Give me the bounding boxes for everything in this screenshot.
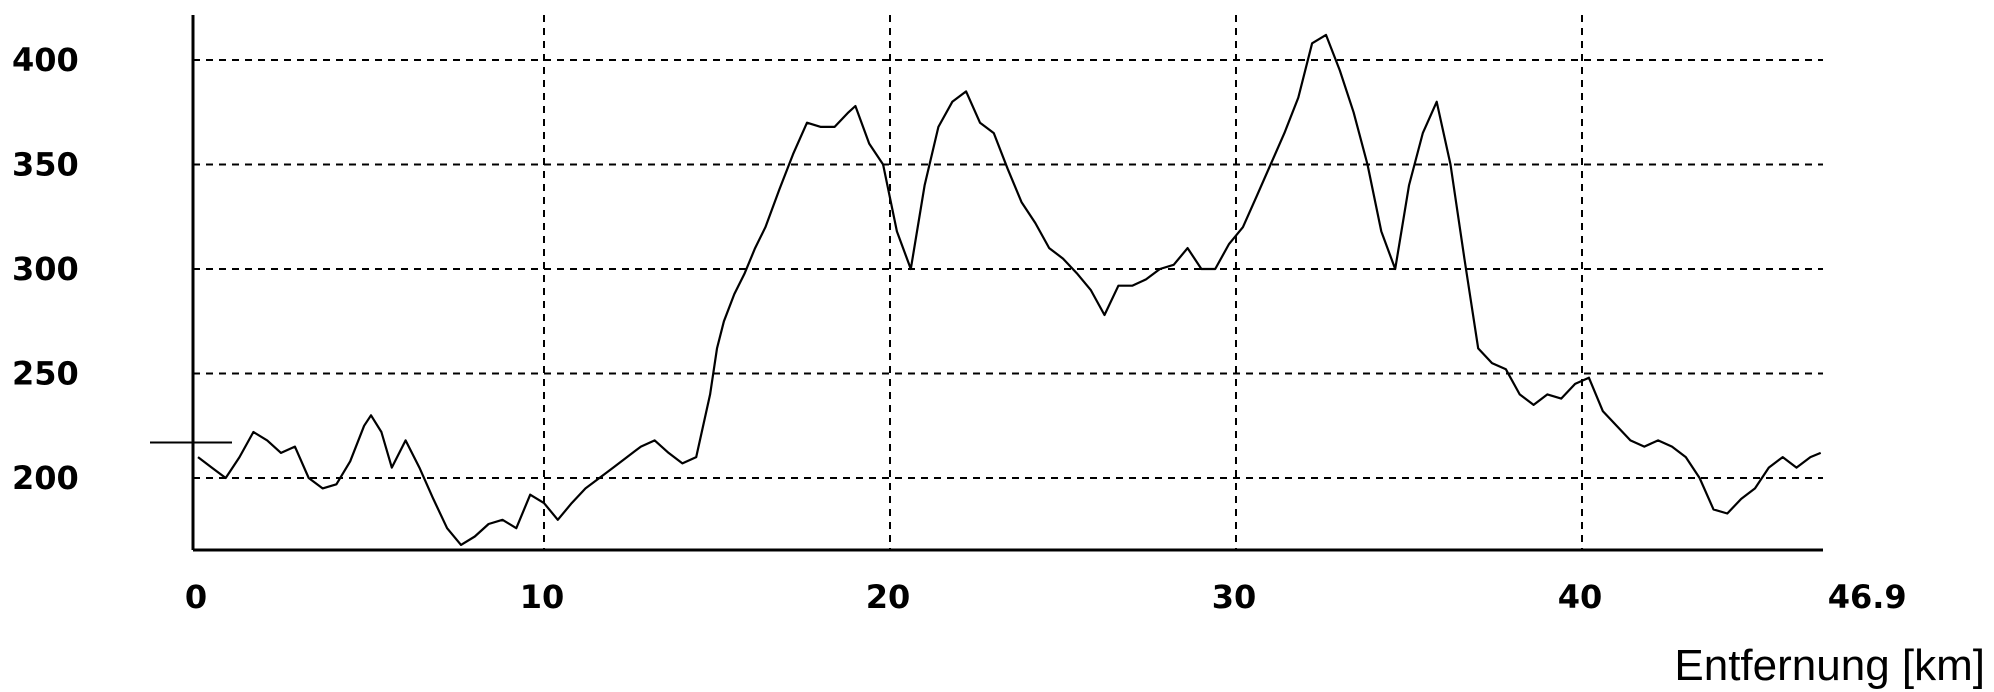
y-tick-label: 250 <box>12 355 79 393</box>
x-tick-label: 0 <box>185 578 207 616</box>
x-tick-label: 20 <box>866 578 911 616</box>
y-tick-label: 300 <box>12 250 79 288</box>
y-tick-label: 350 <box>12 146 79 184</box>
x-tick-label: 30 <box>1212 578 1257 616</box>
elevation-series-line <box>197 33 1822 547</box>
y-tick-label: 200 <box>12 459 79 497</box>
x-tick-label: 46.9 <box>1828 578 1907 616</box>
grid-lines <box>193 15 1823 550</box>
y-tick-label: 400 <box>12 41 79 79</box>
y-tick-labels: 200 250 300 350 400 <box>12 41 79 497</box>
x-axis-label: Entfernung [km] <box>1674 641 1985 690</box>
x-tick-label: 10 <box>520 578 565 616</box>
chart-axes <box>191 15 1823 552</box>
x-tick-label: 40 <box>1558 578 1603 616</box>
x-tick-labels: 0 10 20 30 40 46.9 <box>185 578 1907 616</box>
